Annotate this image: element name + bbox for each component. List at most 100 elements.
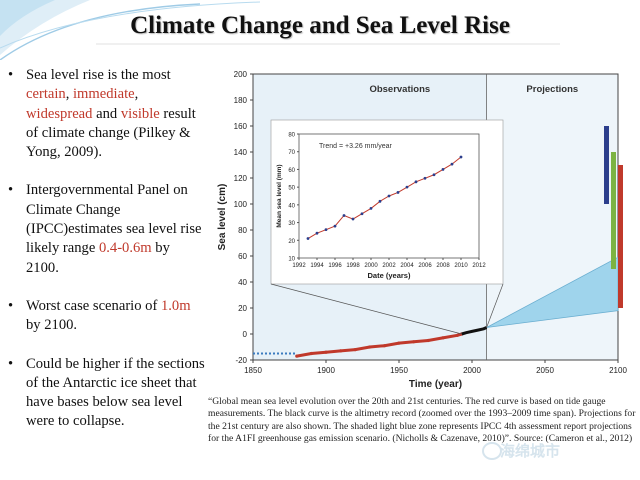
x-tick-label: 2100: [609, 366, 627, 375]
y-tick-label: 100: [234, 200, 248, 209]
tide-gauge-point: [412, 340, 416, 344]
inset-x-tick-label: 1996: [328, 263, 342, 269]
y-tick-label: 80: [238, 226, 247, 235]
tide-gauge-point: [309, 351, 313, 356]
bullet-text: Sea level rise is the most: [26, 67, 171, 83]
x-axis-label: Time (year): [409, 379, 462, 390]
inset-series-point: [360, 212, 364, 216]
bullet-text: Worst case scenario of: [26, 297, 161, 314]
bullet-item: Could be higher if the sections of the A…: [6, 355, 206, 432]
bullet-highlight: certain: [26, 86, 66, 103]
bar-green: [611, 152, 616, 269]
inset-y-tick-label: 70: [288, 150, 295, 156]
inset-series-point: [387, 194, 391, 198]
x-tick-label: 2050: [536, 366, 554, 375]
inset-x-tick-label: 2008: [436, 263, 450, 269]
watermark-text: 海绵城市: [500, 442, 561, 460]
tide-gauge-point: [382, 344, 386, 348]
inset-x-tick-label: 2006: [418, 263, 432, 269]
section-label-projections: Projections: [526, 84, 578, 95]
inset-y-tick-label: 20: [288, 239, 295, 245]
inset-series-point: [450, 162, 454, 166]
bullet-text: Intergovernmental Panel on Climate Chang…: [26, 182, 202, 257]
inset-x-tick-label: 2004: [400, 263, 414, 269]
bullet-item: Intergovernmental Panel on Climate Chang…: [6, 181, 206, 277]
series-line-altimetry: [461, 326, 488, 336]
figure-caption: “Global mean sea level evolution over th…: [208, 396, 636, 445]
inset-series-point: [459, 155, 463, 159]
bullet-highlight: 1.0m: [160, 297, 191, 314]
y-tick-label: 160: [234, 122, 248, 131]
slide-title: Climate Change and Sea Level Rise: [130, 12, 510, 39]
x-tick-label: 2000: [463, 366, 481, 375]
bullet-highlight: visible: [120, 105, 160, 122]
inset-trend-label: Trend = +3.26 mm/year: [319, 143, 393, 150]
inset-x-tick-label: 2000: [364, 263, 378, 269]
inset-series-point: [369, 207, 373, 210]
bar-blue: [604, 126, 609, 204]
inset-y-tick-label: 10: [288, 257, 295, 263]
y-tick-label: 120: [234, 174, 248, 183]
y-axis-label: Sea level (cm): [217, 184, 228, 251]
bar-red: [618, 165, 623, 308]
bullet-text: ,: [134, 86, 139, 103]
inset-series-point: [324, 228, 328, 232]
tide-gauge-point: [339, 349, 343, 353]
bullet-highlight: immediate: [73, 86, 135, 103]
inset-y-axis-label: Mean sea level (mm): [276, 164, 283, 227]
bullet-item: Worst case scenario of 1.0m by 2100.: [6, 297, 206, 336]
bullet-text: by 2100.: [26, 317, 78, 334]
inset-series-point: [396, 191, 400, 194]
x-tick-label: 1850: [244, 366, 262, 375]
tide-gauge-point: [455, 333, 459, 337]
inset-y-tick-label: 30: [288, 221, 295, 227]
y-tick-label: -20: [235, 356, 247, 365]
inset-series-point: [351, 217, 355, 221]
inset-connector-left: [270, 283, 462, 335]
inset-panel: [270, 119, 504, 285]
tide-gauge-point: [353, 348, 357, 352]
bullet-highlight: widespread: [26, 105, 93, 122]
bullet-text: ,: [65, 86, 73, 103]
bullet-highlight: 0.4-0.6m: [98, 240, 152, 257]
bullet-text: result of climate change (Pilkey & Yong,…: [26, 105, 196, 161]
sea-level-chart: Observations Projections -20 0 20 40 60 80 100 12…: [213, 60, 634, 392]
tide-gauge-point: [368, 345, 372, 349]
slide-decoration: [0, 0, 560, 60]
inset-x-tick-label: 2012: [472, 263, 486, 269]
inset-x-tick-label: 1998: [346, 263, 360, 269]
y-tick-label: 40: [238, 278, 247, 287]
bullet-text: Could be higher if the sections of the A…: [26, 355, 205, 430]
inset-x-tick-label: 2010: [454, 263, 468, 269]
inset-y-tick-label: 60: [288, 168, 295, 174]
inset-series-point: [306, 237, 310, 240]
tide-gauge-point: [397, 341, 401, 345]
inset-series-point: [342, 214, 346, 217]
inset-y-tick-label: 80: [288, 133, 295, 139]
tide-gauge-point: [426, 338, 430, 343]
watermark-icon: [482, 442, 502, 460]
inset-series-line: [307, 156, 462, 239]
x-tick-label: 1950: [390, 366, 408, 375]
inset-series-point: [378, 199, 382, 203]
inset-y-tick-label: 50: [288, 186, 295, 192]
section-label-observations: Observations: [369, 84, 430, 95]
y-tick-label: 180: [234, 96, 248, 105]
inset-connector-right: [486, 283, 504, 328]
y-tick-label: 60: [238, 252, 247, 261]
tide-gauge-point: [324, 350, 328, 354]
inset-series-point: [405, 185, 409, 189]
inset-series-point: [315, 231, 319, 235]
inset-series-point: [423, 176, 427, 180]
inset-x-tick-label: 2002: [382, 263, 396, 269]
inset-y-tick-label: 40: [288, 203, 295, 209]
y-tick-label: 200: [234, 70, 248, 79]
bullet-list: Sea level rise is the most certain, imme…: [6, 66, 206, 451]
tide-gauge-point: [441, 336, 445, 340]
bullet-text: by 2100.: [26, 240, 170, 276]
bullet-text: and: [92, 105, 121, 122]
inset-x-axis-label: Date (years): [368, 271, 411, 280]
inset-series-point: [441, 168, 445, 171]
inset-series-point: [414, 180, 418, 184]
inset-series-point: [432, 173, 436, 177]
